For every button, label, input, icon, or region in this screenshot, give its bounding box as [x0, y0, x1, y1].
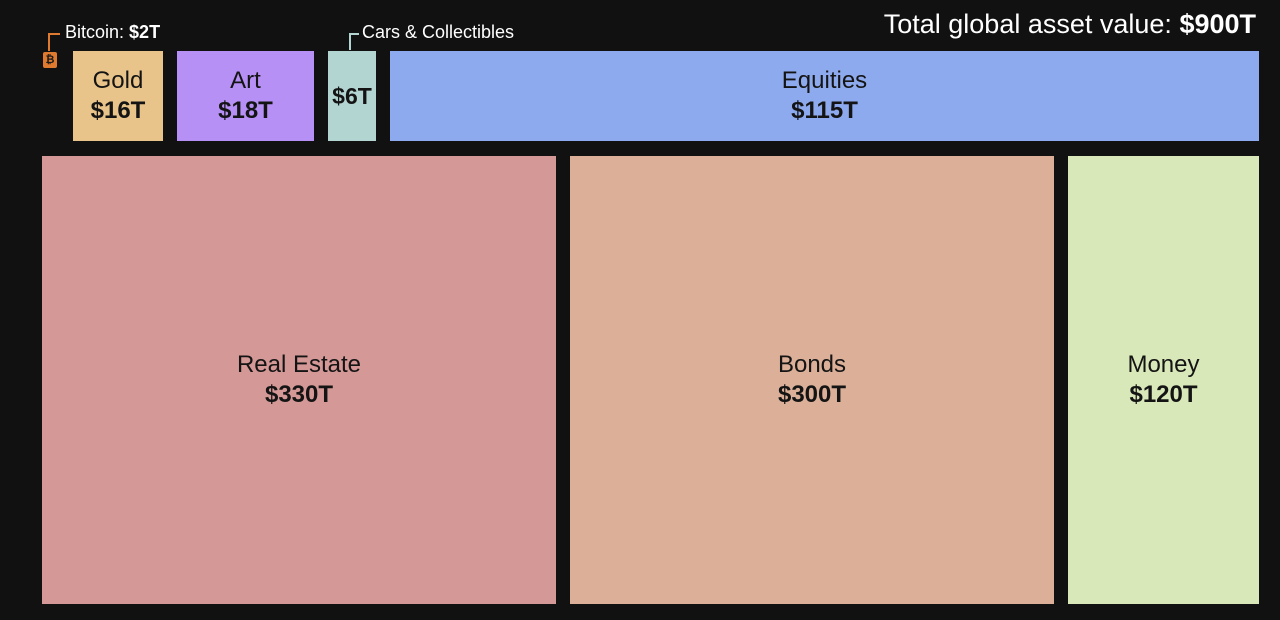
tile-bonds-value: $300T	[777, 381, 847, 408]
tile-gold: Gold $16T	[73, 51, 163, 141]
cars-callout-bracket	[349, 33, 359, 50]
bitcoin-callout: Bitcoin: $2T	[65, 22, 160, 43]
tile-equities-value: $115T	[791, 97, 858, 124]
tile-gold-name: Gold	[92, 67, 144, 94]
bitcoin-icon: ₿	[43, 52, 57, 68]
tile-real-estate-value: $330T	[264, 381, 334, 408]
tile-equities-name: Equities	[781, 67, 868, 94]
bitcoin-callout-bracket	[48, 33, 60, 51]
tile-real-estate: Real Estate $330T	[42, 156, 556, 604]
tile-art: Art $18T	[177, 51, 314, 141]
tile-real-estate-name: Real Estate	[236, 351, 362, 378]
tile-gold-value: $16T	[90, 97, 146, 124]
tile-art-value: $18T	[218, 97, 273, 124]
tile-equities: Equities $115T	[390, 51, 1259, 141]
tile-bonds-name: Bonds	[777, 351, 847, 378]
total-label: Total global asset value:	[883, 9, 1172, 39]
total-asset-value: Total global asset value: $900T	[884, 9, 1256, 40]
tile-art-name: Art	[230, 67, 261, 94]
cars-callout-label: Cars & Collectibles	[362, 22, 515, 42]
cars-callout: Cars & Collectibles	[362, 22, 514, 43]
total-value: $900T	[1179, 9, 1256, 39]
tile-bonds: Bonds $300T	[570, 156, 1054, 604]
tile-money-name: Money	[1127, 351, 1200, 378]
tile-cars-collectibles: $6T	[328, 51, 376, 141]
tile-money: Money $120T	[1068, 156, 1259, 604]
bitcoin-callout-label: Bitcoin:	[65, 22, 125, 42]
tile-money-value: $120T	[1129, 381, 1198, 408]
tile-cars-value: $6T	[332, 83, 372, 109]
bitcoin-callout-value: $2T	[129, 22, 161, 42]
